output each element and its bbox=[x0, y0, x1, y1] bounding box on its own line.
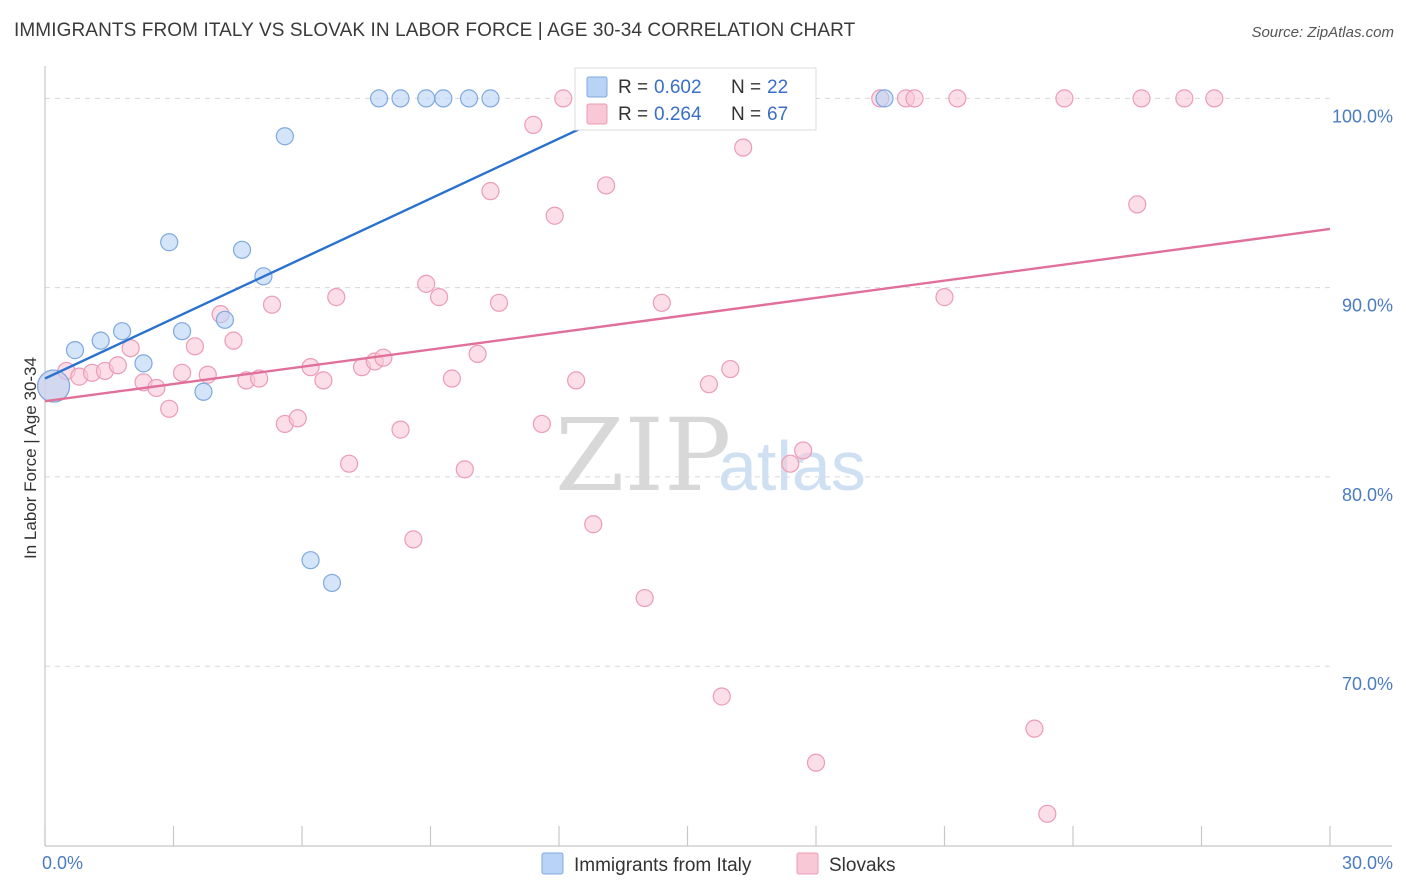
italy-point-21 bbox=[875, 89, 894, 108]
source-label: Source: ZipAtlas.com bbox=[1251, 24, 1394, 41]
slovak-point-64 bbox=[1132, 89, 1151, 108]
italy-point-3 bbox=[112, 322, 132, 341]
series-legend: Immigrants from Italy Slovaks bbox=[541, 852, 896, 876]
slovak-point-27 bbox=[391, 420, 410, 439]
legend-swatch-italy bbox=[586, 76, 608, 98]
italy-point-15 bbox=[391, 89, 410, 108]
legend-n-value-italy: 22 bbox=[767, 77, 788, 98]
tick-labels: 100.0% 90.0% 80.0% 70.0% 0.0% 30.0% bbox=[42, 106, 1393, 873]
legend-n-label-slovak: N = bbox=[731, 104, 761, 125]
slovak-trend-line bbox=[44, 227, 1331, 403]
slovak-point-36 bbox=[524, 115, 543, 134]
slovak-point-42 bbox=[597, 176, 616, 195]
slovak-point-41 bbox=[584, 515, 603, 534]
slovak-point-40 bbox=[567, 371, 586, 390]
legend-n-value-slovak: 67 bbox=[767, 104, 788, 125]
slovak-point-58 bbox=[935, 288, 954, 307]
slovak-point-33 bbox=[468, 344, 487, 364]
y-tick-label-3: 70.0% bbox=[1342, 674, 1393, 694]
watermark-zip: ZIP bbox=[555, 397, 731, 514]
italy-trend-line bbox=[44, 93, 654, 380]
italy-point-14 bbox=[370, 89, 389, 108]
bottom-legend-label-slovak: Slovaks bbox=[829, 855, 896, 876]
slovak-point-62 bbox=[1055, 89, 1074, 108]
y-tick-label-0: 100.0% bbox=[1332, 106, 1393, 126]
slovak-point-44 bbox=[635, 588, 654, 608]
italy-point-12 bbox=[301, 551, 320, 570]
italy-point-6 bbox=[172, 322, 192, 341]
italy-point-8 bbox=[215, 310, 234, 329]
slovak-point-48 bbox=[712, 687, 731, 706]
slovak-point-10 bbox=[172, 363, 192, 382]
slovak-point-65 bbox=[1175, 89, 1194, 108]
bottom-legend-swatch-slovak bbox=[796, 852, 819, 875]
correlation-legend: R = 0.602 N = 22 R = 0.264 N = 67 bbox=[574, 67, 817, 131]
slovak-point-47 bbox=[699, 375, 719, 394]
legend-r-value-italy: 0.602 bbox=[654, 77, 702, 98]
legend-r-value-slovak: 0.264 bbox=[654, 104, 702, 125]
slovak-point-38 bbox=[545, 206, 564, 225]
italy-point-4 bbox=[134, 354, 153, 373]
italy-point-9 bbox=[232, 240, 252, 259]
slovak-point-34 bbox=[481, 182, 500, 201]
italy-point-18 bbox=[459, 89, 479, 108]
slovak-point-9 bbox=[160, 399, 179, 418]
slovak-point-66 bbox=[1205, 89, 1224, 108]
slovak-point-59 bbox=[948, 89, 967, 108]
slovak-point-21 bbox=[314, 371, 333, 390]
legend-r-label-italy: R = bbox=[618, 77, 648, 98]
italy-point-2 bbox=[91, 331, 110, 350]
y-tick-label-2: 80.0% bbox=[1342, 485, 1393, 505]
x-tick-label-1: 30.0% bbox=[1342, 853, 1393, 873]
slovak-point-54 bbox=[806, 753, 826, 772]
slovak-point-52 bbox=[781, 454, 800, 473]
x-tick-label-0: 0.0% bbox=[42, 853, 83, 873]
slovak-point-32 bbox=[455, 460, 474, 479]
italy-point-17 bbox=[434, 89, 453, 108]
slovak-point-45 bbox=[652, 293, 671, 312]
slovak-point-22 bbox=[327, 288, 346, 307]
italy-point-5 bbox=[160, 233, 179, 252]
italy-point-13 bbox=[322, 573, 342, 593]
axes bbox=[44, 66, 1392, 847]
slovak-point-49 bbox=[721, 359, 740, 379]
italy-point-16 bbox=[417, 89, 436, 108]
bottom-legend-label-italy: Immigrants from Italy bbox=[574, 855, 752, 876]
italy-point-1 bbox=[65, 341, 85, 360]
slovak-point-14 bbox=[224, 331, 243, 350]
slovak-point-35 bbox=[489, 293, 509, 312]
slovak-point-23 bbox=[340, 454, 359, 473]
slovak-point-11 bbox=[185, 337, 205, 356]
slovak-point-63 bbox=[1128, 195, 1147, 214]
slovak-point-19 bbox=[288, 409, 307, 428]
slovak-point-50 bbox=[734, 138, 753, 157]
slovak-point-17 bbox=[262, 295, 282, 314]
slovak-point-57 bbox=[905, 89, 924, 108]
slovak-point-31 bbox=[442, 369, 462, 388]
slovak-point-53 bbox=[794, 441, 813, 460]
slovak-point-39 bbox=[554, 89, 573, 108]
italy-point-19 bbox=[481, 89, 500, 108]
slovak-point-30 bbox=[429, 288, 449, 307]
legend-r-label-slovak: R = bbox=[618, 104, 648, 125]
slovak-point-37 bbox=[532, 414, 551, 434]
italy-point-7 bbox=[194, 382, 213, 401]
slovak-point-29 bbox=[417, 274, 436, 293]
y-axis-label: In Labor Force | Age 30-34 bbox=[21, 357, 40, 559]
trend-lines bbox=[44, 93, 1331, 403]
italy-points bbox=[36, 89, 894, 593]
slovak-point-28 bbox=[404, 530, 423, 549]
legend-swatch-slovak bbox=[586, 103, 608, 125]
slovak-point-5 bbox=[108, 356, 127, 375]
watermark: ZIP atlas bbox=[555, 397, 866, 514]
italy-point-11 bbox=[275, 127, 294, 146]
chart-title: IMMIGRANTS FROM ITALY VS SLOVAK IN LABOR… bbox=[14, 20, 856, 41]
y-tick-label-1: 90.0% bbox=[1342, 296, 1393, 316]
legend-box bbox=[574, 67, 817, 131]
slovak-point-61 bbox=[1038, 804, 1057, 823]
legend-n-label-italy: N = bbox=[731, 77, 761, 98]
slovak-point-60 bbox=[1025, 719, 1044, 738]
bottom-legend-swatch-italy bbox=[541, 852, 564, 875]
